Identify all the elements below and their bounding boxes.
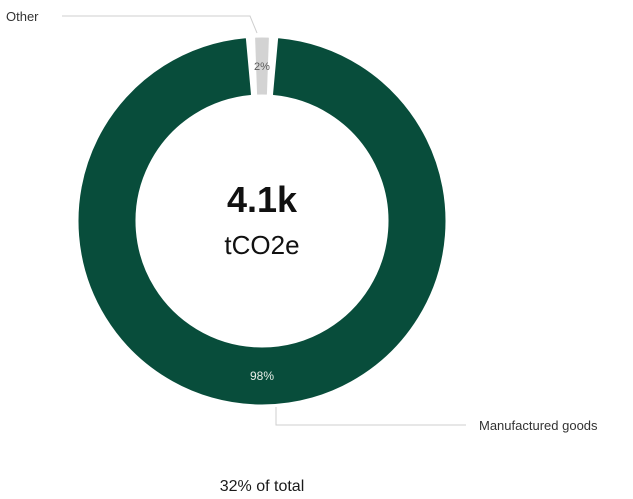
slice-value-label: 2% [254, 61, 270, 73]
slice-manufactured-goods[interactable] [78, 38, 446, 405]
callout-line-manufactured-goods [275, 407, 466, 426]
callout-line-other [62, 15, 258, 34]
callout-label-manufactured-goods: Manufactured goods [479, 418, 598, 433]
donut-slices: 2% 98% [78, 37, 446, 405]
callout-label-other: Other [6, 9, 39, 24]
donut-callouts: Other Manufactured goods [6, 9, 598, 433]
slice-other[interactable] [255, 37, 269, 95]
donut-chart: 2% 98% Other Manufactured goods 4.1k tCO2e [6, 9, 598, 433]
center-total-unit: tCO2e [224, 230, 299, 260]
slice-value-label: 98% [250, 369, 274, 383]
center-total-value: 4.1k [227, 179, 298, 220]
share-of-total-footer: 32% of total [219, 478, 305, 495]
